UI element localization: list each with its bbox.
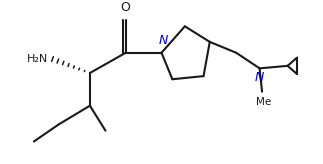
Text: O: O — [120, 1, 130, 14]
Text: N: N — [254, 71, 264, 84]
Text: N: N — [158, 34, 168, 47]
Text: Me: Me — [256, 97, 271, 107]
Text: H₂N: H₂N — [26, 54, 48, 64]
